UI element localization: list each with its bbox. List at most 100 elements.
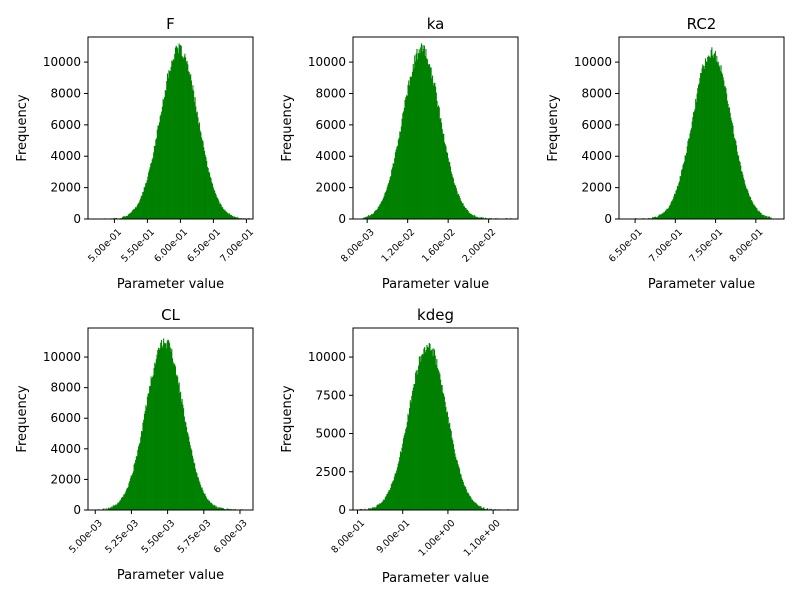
histogram-bar <box>132 209 134 219</box>
histogram-bar <box>211 502 213 510</box>
histogram-bar <box>441 384 443 510</box>
y-tick-label: 8000 <box>50 86 81 100</box>
histogram-bar <box>138 444 140 510</box>
histogram-bar <box>702 65 704 219</box>
histogram-bar <box>180 45 182 219</box>
histogram-bar <box>411 395 413 510</box>
histogram-bar <box>674 193 676 219</box>
histogram-bar <box>189 445 191 510</box>
histogram-bar <box>674 194 676 219</box>
histogram-bar <box>135 456 137 510</box>
histogram-bar <box>679 175 681 219</box>
y-tick-label: 0 <box>338 212 346 226</box>
histogram-bar <box>177 53 179 220</box>
histogram-bar <box>432 75 434 219</box>
histogram-bar <box>203 494 205 510</box>
histogram-bar <box>391 482 393 510</box>
histogram-bar <box>127 215 129 219</box>
histogram-bar <box>185 57 187 220</box>
histogram-bar <box>129 212 131 219</box>
histogram-bar <box>432 85 434 219</box>
histogram-bars <box>631 47 773 220</box>
histogram-bar <box>118 502 120 510</box>
histogram-bar <box>426 59 428 220</box>
histogram-bar <box>696 93 698 219</box>
histogram-bar <box>723 80 725 220</box>
histogram-bar <box>186 426 188 510</box>
histogram-bar <box>197 476 199 510</box>
histogram-bars <box>362 43 512 220</box>
histogram-bar <box>433 348 435 510</box>
histogram-bar <box>682 164 684 219</box>
histogram-bar <box>179 45 181 220</box>
histogram-bar <box>460 474 462 510</box>
histogram-bar <box>172 61 174 219</box>
histogram-bar <box>654 216 656 219</box>
histogram-bar <box>214 193 216 219</box>
histogram-bar <box>367 216 369 219</box>
histogram-bar <box>671 200 673 219</box>
histogram-bar <box>374 507 376 510</box>
histogram-bar <box>176 374 178 510</box>
histogram-bar <box>768 216 770 219</box>
histogram-bar <box>235 217 237 219</box>
histogram-bar <box>400 452 402 510</box>
histogram-bar <box>131 475 133 510</box>
histogram-bar <box>365 216 367 219</box>
histogram-bar <box>165 91 167 219</box>
histogram-bar <box>220 507 222 510</box>
histogram-bar <box>121 496 123 510</box>
histogram-bar <box>652 217 654 219</box>
histogram-bar <box>415 53 417 220</box>
histogram-bar <box>175 375 177 510</box>
y-tick-label: 10000 <box>43 350 81 364</box>
histogram-bar <box>431 78 433 219</box>
histogram-bar <box>188 72 190 220</box>
histogram-bar <box>662 213 664 219</box>
axes-frame <box>618 36 785 220</box>
histogram-bar <box>704 65 706 220</box>
panel-title: ka <box>427 15 445 33</box>
histogram-bar <box>372 507 374 510</box>
histogram-bar <box>715 61 717 219</box>
histogram-bar <box>709 58 711 219</box>
histogram-bar <box>398 461 400 510</box>
histogram-bar <box>426 344 428 510</box>
histogram-bar <box>714 50 716 219</box>
histogram-bar <box>381 201 383 219</box>
histogram-bar <box>138 202 140 219</box>
histogram-bar <box>460 200 462 219</box>
histogram-bar <box>217 198 219 219</box>
histogram-bar <box>455 185 457 219</box>
histogram-bar <box>372 213 374 219</box>
histogram-bar <box>136 455 138 510</box>
histogram-bar <box>412 387 414 510</box>
histogram-bar <box>193 462 195 510</box>
histogram-bar <box>411 76 413 219</box>
histogram-bar <box>192 458 194 510</box>
histogram-bar <box>368 508 370 510</box>
histogram-bar <box>170 66 172 219</box>
histogram-bar <box>697 84 700 220</box>
histogram-bar <box>735 140 737 219</box>
histogram-bar <box>129 213 131 219</box>
histogram-bar <box>145 183 147 219</box>
histogram-bar <box>443 133 445 219</box>
histogram-bar <box>427 63 429 219</box>
histogram-bar <box>126 215 128 219</box>
histogram-bar <box>131 211 133 219</box>
histogram-bar <box>472 500 474 510</box>
histogram-bar <box>464 206 466 219</box>
histogram-bar <box>762 214 764 219</box>
histogram-bar <box>437 367 439 510</box>
histogram-bar <box>201 137 203 219</box>
histogram-bar <box>405 429 407 510</box>
histogram-bar <box>213 506 215 510</box>
histogram-bar <box>399 457 401 510</box>
histogram-bar <box>166 340 168 510</box>
y-tick-label: 5000 <box>315 427 346 441</box>
histogram-bar <box>478 505 480 510</box>
x-axis-label: Parameter value <box>117 568 224 583</box>
histogram-bar <box>759 211 761 219</box>
histogram-bar <box>422 354 424 510</box>
